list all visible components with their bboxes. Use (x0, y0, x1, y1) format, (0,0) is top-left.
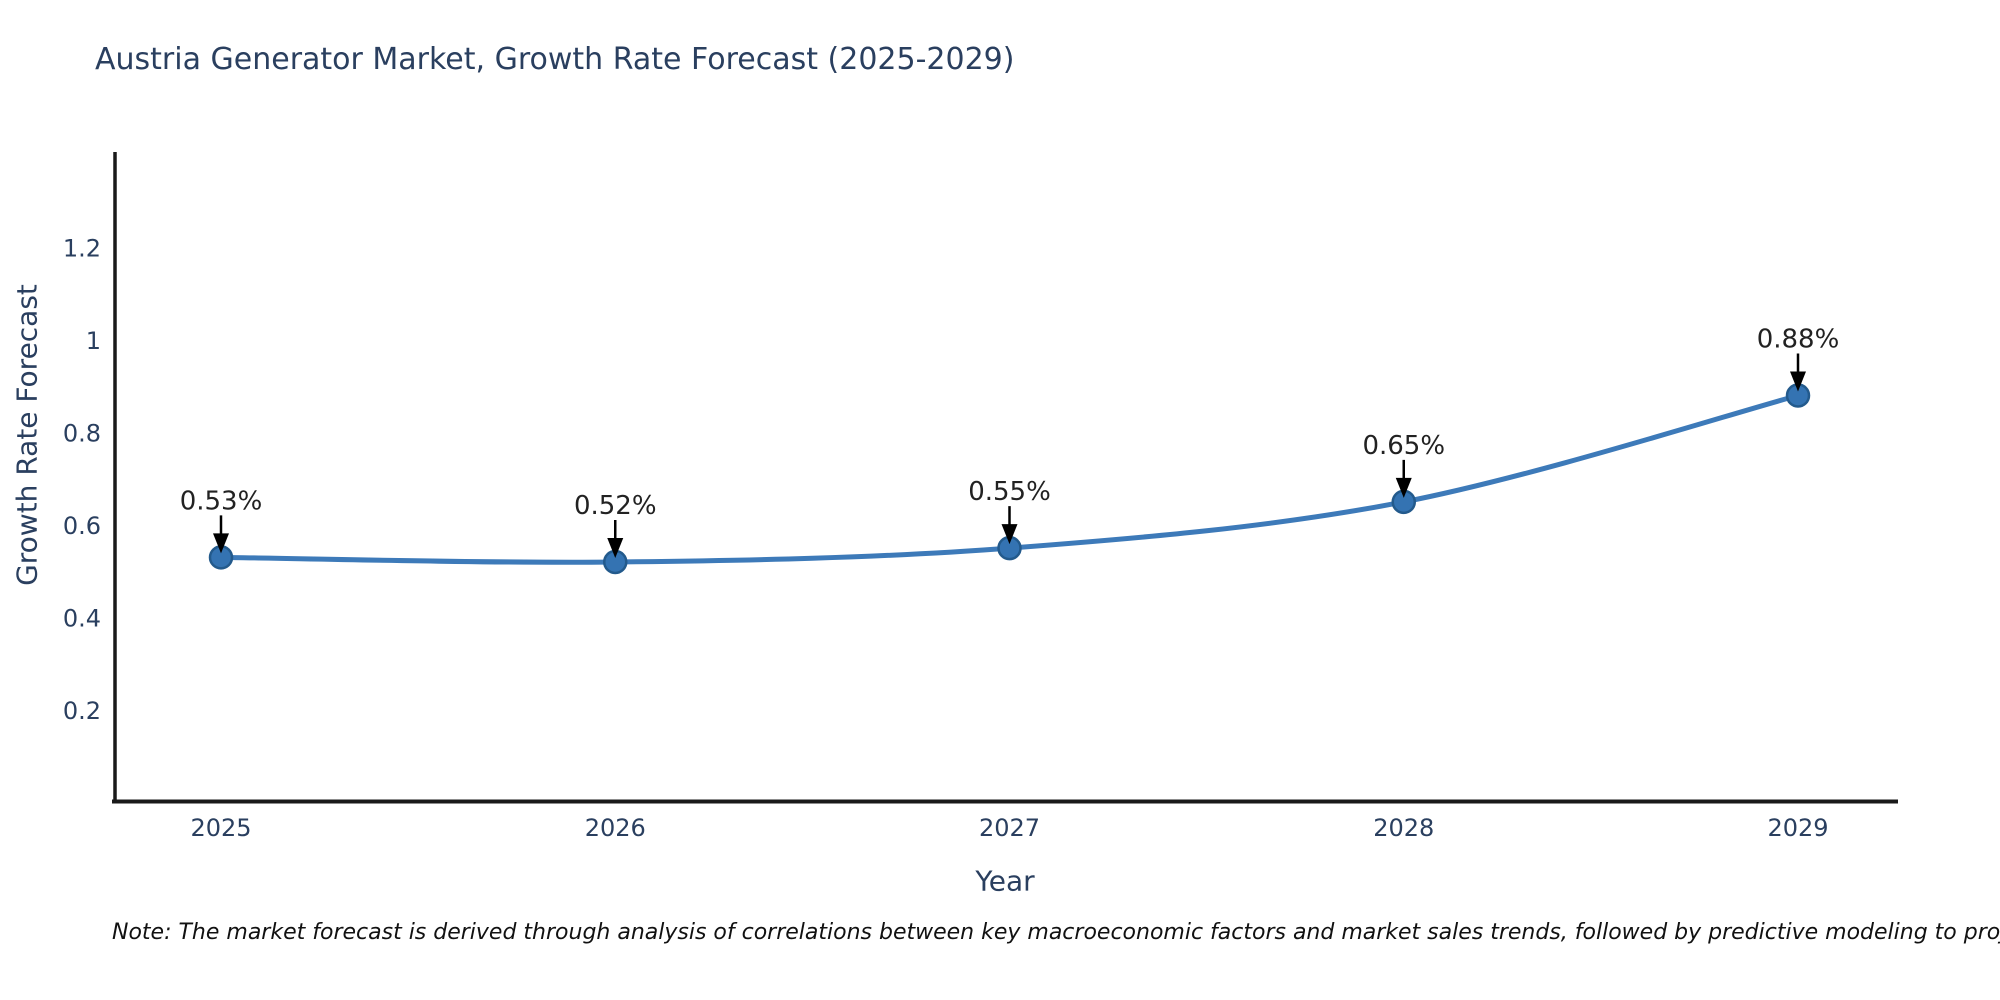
y-tick-label: 0.4 (63, 605, 101, 633)
annotation-label: 0.88% (1757, 325, 1840, 355)
x-tick-label: 2025 (190, 814, 251, 842)
annotation-arrowhead-icon (213, 533, 229, 554)
y-tick-label: 1.2 (63, 235, 101, 263)
y-tick-label: 1 (86, 327, 101, 355)
annotation-arrowhead-icon (607, 538, 624, 558)
annotation-label: 0.52% (574, 491, 657, 521)
footnote: Note: The market forecast is derived thr… (112, 920, 2000, 945)
y-tick-label: 0.8 (63, 420, 101, 448)
chart-title: Austria Generator Market, Growth Rate Fo… (95, 42, 1015, 77)
annotation-arrowhead-icon (1001, 524, 1018, 545)
annotation-arrowhead-icon (1790, 371, 1806, 392)
annotation-label: 0.53% (180, 486, 263, 516)
annotation-label: 0.65% (1362, 431, 1445, 461)
x-tick-label: 2029 (1767, 814, 1828, 842)
annotation-label: 0.55% (968, 477, 1051, 507)
annotation-arrowhead-icon (1395, 477, 1412, 498)
x-axis-title: Year (975, 864, 1035, 898)
y-tick-label: 0.6 (63, 512, 101, 540)
x-tick-label: 2026 (585, 814, 646, 842)
y-tick-label: 0.2 (63, 697, 101, 725)
x-tick-label: 2027 (979, 814, 1040, 842)
x-tick-label: 2028 (1373, 814, 1434, 842)
